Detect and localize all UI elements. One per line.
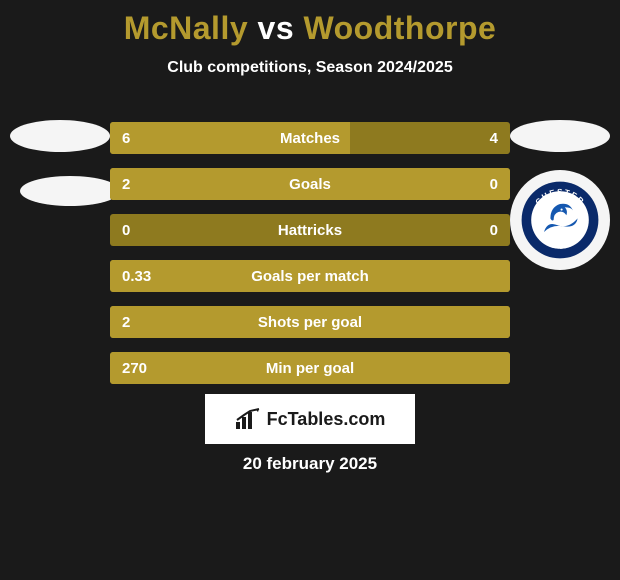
fctables-logo-icon xyxy=(235,408,263,430)
stat-label: Matches xyxy=(110,122,510,154)
stats-panel: 64Matches 20Goals 00Hattricks 0.33Goals per… xyxy=(110,122,510,398)
stat-label: Min per goal xyxy=(110,352,510,384)
page-title: McNally vs Woodthorpe xyxy=(0,0,620,47)
stat-row: 20Goals xyxy=(110,168,510,200)
comparison-card: McNally vs Woodthorpe Club competitions,… xyxy=(0,0,620,580)
stat-row: 00Hattricks xyxy=(110,214,510,246)
subtitle: Club competitions, Season 2024/2025 xyxy=(0,59,620,77)
player1-name: McNally xyxy=(124,10,248,46)
chester-crest-icon: CHESTER FOOTBALL CLUB xyxy=(520,180,600,260)
stat-row: 64Matches xyxy=(110,122,510,154)
stat-row: 270Min per goal xyxy=(110,352,510,384)
stat-row: 0.33Goals per match xyxy=(110,260,510,292)
stat-label: Shots per goal xyxy=(110,306,510,338)
player2-club-badge-placeholder-1 xyxy=(510,120,610,152)
vs-label: vs xyxy=(258,10,295,46)
stat-label: Hattricks xyxy=(110,214,510,246)
stat-label: Goals per match xyxy=(110,260,510,292)
stat-row: 2Shots per goal xyxy=(110,306,510,338)
branding-box: FcTables.com xyxy=(205,394,415,444)
branding-text: FcTables.com xyxy=(267,409,386,430)
date-label: 20 february 2025 xyxy=(0,454,620,474)
player2-name: Woodthorpe xyxy=(304,10,497,46)
player2-club-badge-chester: CHESTER FOOTBALL CLUB xyxy=(510,170,610,270)
stat-label: Goals xyxy=(110,168,510,200)
player1-club-badge-placeholder-1 xyxy=(10,120,110,152)
player1-club-badge-placeholder-2 xyxy=(20,176,120,206)
